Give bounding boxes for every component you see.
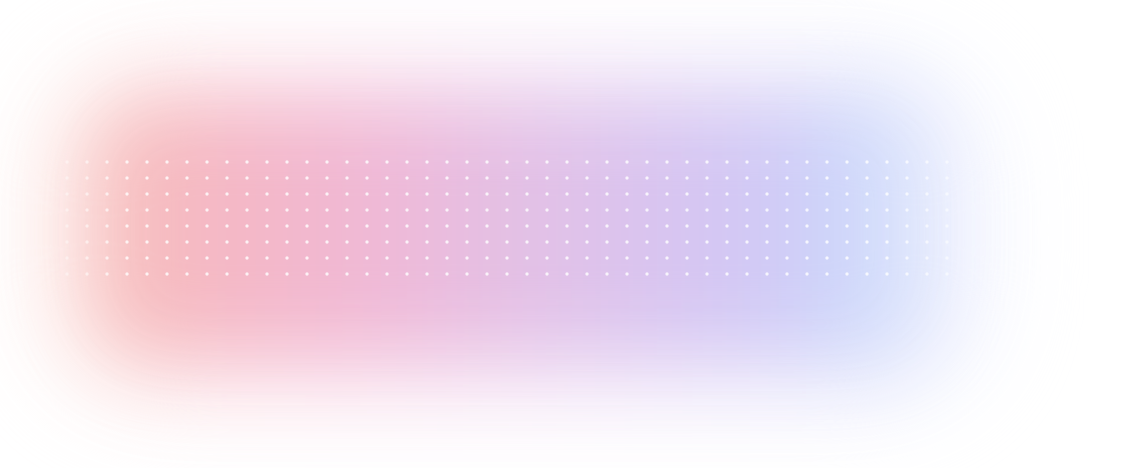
dots [57,154,957,282]
